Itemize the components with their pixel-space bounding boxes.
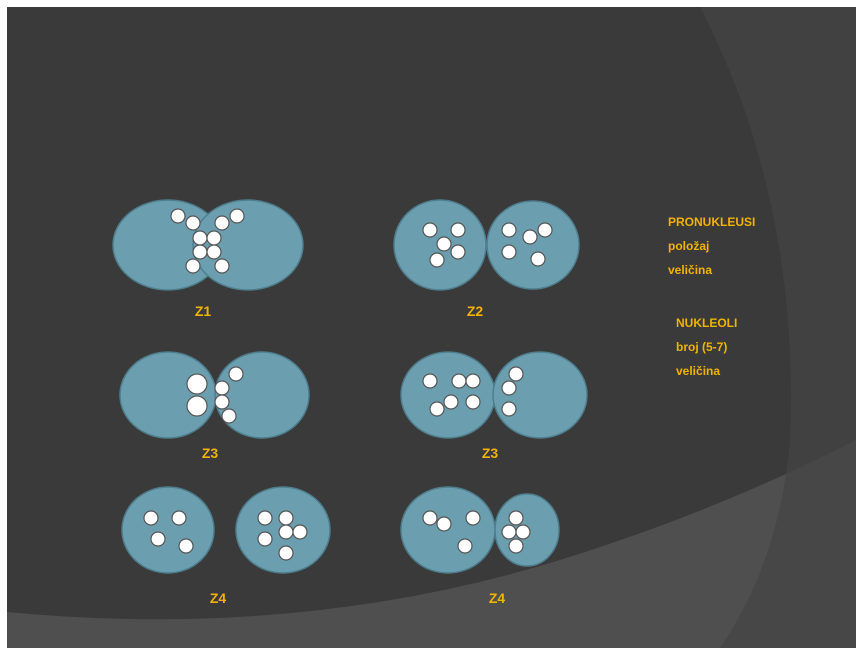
legend-item: veličina [676,364,720,378]
pronucleus [192,199,304,291]
cell-label: Z3 [482,445,499,461]
nucleolus [292,524,308,540]
nucleolus [171,510,187,526]
nucleolus [508,510,524,526]
pronucleus [119,351,217,439]
cell-z3b [400,351,588,439]
nucleolus [228,366,244,382]
nucleolus [422,373,438,389]
nucleolus [221,408,237,424]
nucleolus [451,373,467,389]
cell-z3a [119,351,310,439]
legend-heading: NUKLEOLI [676,316,737,330]
legend-item: položaj [668,239,709,253]
pronucleus [486,200,580,290]
cell-label: Z1 [195,303,212,319]
nucleolus [465,510,481,526]
nucleolus [429,401,445,417]
nucleolus [465,394,481,410]
cell-label: Z4 [489,590,506,606]
nucleolus [257,510,273,526]
nucleolus [515,524,531,540]
bg-swoosh [7,440,856,648]
cell-label: Z4 [210,590,227,606]
nucleolus [185,215,201,231]
nucleolus [257,531,273,547]
nucleolus [214,215,230,231]
nucleolus [508,366,524,382]
nucleolus [436,236,452,252]
nucleolus [450,222,466,238]
cell-z2 [393,199,580,291]
nucleolus [186,395,208,417]
nucleolus [185,258,201,274]
nucleolus [465,373,481,389]
nucleolus [143,510,159,526]
nucleolus [192,244,208,260]
cell-z4b [400,486,560,574]
nucleolus [530,251,546,267]
bg-arc [700,7,856,648]
cell-z4a [121,486,331,574]
cell-z1 [112,199,304,291]
pronucleus [214,351,310,439]
nucleolus [429,252,445,268]
nucleolus [214,258,230,274]
nucleolus [192,230,208,246]
legend-item: broj (5-7) [676,340,727,354]
nucleolus [501,380,517,396]
nucleolus [436,516,452,532]
nucleolus [450,244,466,260]
nucleolus [206,230,222,246]
nucleolus [214,394,230,410]
legend-item: veličina [668,263,712,277]
nucleolus [501,524,517,540]
nucleolus [278,545,294,561]
nucleolus [206,244,222,260]
nucleolus [501,244,517,260]
cell-label: Z3 [202,445,219,461]
nucleolus [422,222,438,238]
nucleolus [150,531,166,547]
nucleolus [508,538,524,554]
nucleolus [214,380,230,396]
nucleolus [229,208,245,224]
nucleolus [186,373,208,395]
nucleolus [443,394,459,410]
nucleolus [422,510,438,526]
nucleolus [501,401,517,417]
nucleolus [457,538,473,554]
pronucleus [400,351,496,439]
pronucleus [121,486,215,574]
nucleolus [278,510,294,526]
legend-heading: PRONUKLEUSI [668,215,755,229]
nucleolus [522,229,538,245]
nucleolus [170,208,186,224]
nucleolus [278,524,294,540]
nucleolus [501,222,517,238]
cell-label: Z2 [467,303,484,319]
nucleolus [178,538,194,554]
nucleolus [537,222,553,238]
